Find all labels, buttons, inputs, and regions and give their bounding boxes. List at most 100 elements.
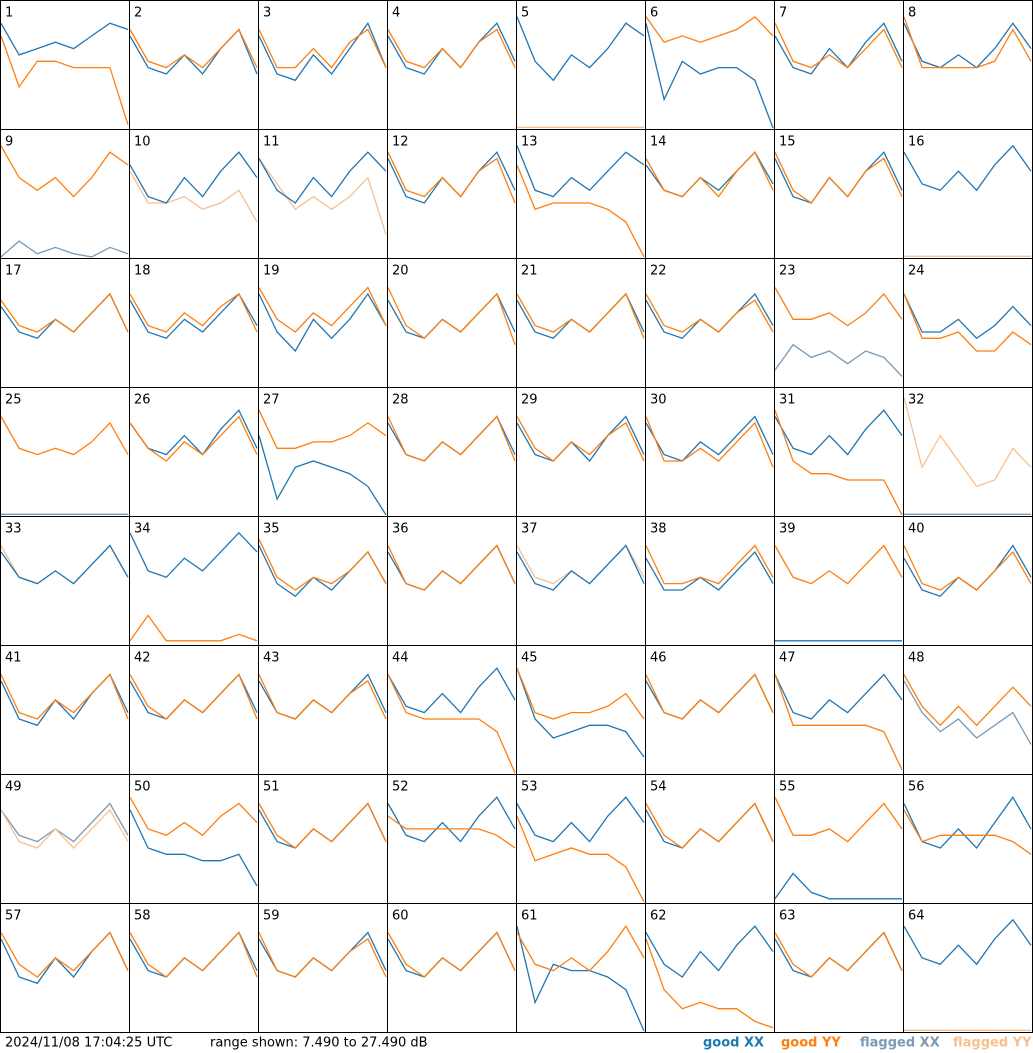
spectrum-yy: [129, 673, 258, 720]
panel-label: 6: [650, 6, 658, 21]
panel-label: 35: [263, 522, 280, 537]
spectrum-yy: [129, 292, 258, 333]
panel-label: 7: [779, 6, 787, 21]
spectrum-yy: [129, 931, 258, 978]
spectrum-yy: [903, 16, 1032, 69]
spectrum-yy: [387, 415, 516, 462]
spectrum-yy: [129, 28, 258, 69]
legend-entry: good XX: [703, 1036, 764, 1051]
spectrum-xx: [645, 925, 774, 978]
spectrum-xx: [903, 680, 1032, 745]
spectrum-yy: [0, 35, 129, 125]
spectrum-xx: [774, 673, 903, 720]
spectrum-xx: [903, 795, 1032, 850]
panel-label: 50: [134, 780, 151, 795]
spectrum-yy: [645, 673, 774, 720]
panel-label: 48: [908, 651, 925, 666]
panel-label: 42: [134, 651, 151, 666]
panel-label: 52: [392, 780, 409, 795]
panel-label: 19: [263, 264, 280, 279]
spectrum-xx: [129, 151, 258, 204]
spectrum-yy: [774, 409, 903, 516]
panel-label: 24: [908, 264, 925, 279]
panel-label: 36: [392, 522, 409, 537]
panel-label: 45: [521, 651, 538, 666]
panel-label: 32: [908, 393, 925, 408]
panel-label: 13: [521, 135, 538, 150]
spectrum-yy: [903, 809, 1032, 855]
spectrum-yy: [774, 22, 903, 69]
spectrum-yy: [516, 164, 645, 258]
spectrum-yy: [516, 292, 645, 339]
panel-label: 26: [134, 393, 151, 408]
spectrum-yy: [258, 409, 387, 449]
spectrum-yy: [0, 145, 129, 198]
legend-entry: flagged YY: [953, 1036, 1032, 1051]
panel-label: 31: [779, 393, 796, 408]
spectrum-yy: [258, 932, 387, 978]
spectrum-xx: [645, 23, 774, 129]
panel-label: 37: [521, 522, 538, 537]
panel-label: 20: [392, 264, 409, 279]
panel-label: 43: [263, 651, 280, 666]
spectrum-xx: [903, 144, 1032, 192]
spectrum-xx: [258, 21, 387, 82]
panel-label: 18: [134, 264, 151, 279]
timestamp: 2024/11/08 17:04:25 UTC: [5, 1036, 172, 1051]
spectrum-yy: [516, 416, 645, 462]
panel-label: 39: [779, 522, 796, 537]
spectrum-xx: [0, 544, 129, 585]
panel-label: 12: [392, 135, 409, 150]
spectrum-yy: [0, 808, 129, 849]
panel-label: 23: [779, 264, 796, 279]
spectrum-xx: [516, 415, 645, 463]
spectrum-yy: [129, 796, 258, 837]
spectrum-xx: [645, 415, 774, 462]
panel-label: 54: [650, 780, 667, 795]
spectrum-yy: [258, 28, 387, 69]
panel-label: 5: [521, 6, 529, 21]
spectrum-xx: [258, 151, 387, 204]
spectrum-xx: [258, 435, 387, 516]
panel-label: 64: [908, 909, 925, 924]
spectrum-xx: [645, 550, 774, 591]
spectrum-yy: [0, 416, 129, 456]
spectrum-yy: [645, 802, 774, 849]
spectrum-yy: [645, 151, 774, 198]
panel-label: 34: [134, 522, 151, 537]
legend-entry: flagged XX: [860, 1036, 940, 1051]
spectrum-xx: [387, 796, 516, 843]
spectrum-xx: [516, 145, 645, 198]
spectrum-xx: [903, 293, 1032, 340]
panel-label: 10: [134, 135, 151, 150]
spectrum-xx: [516, 16, 645, 82]
spectrum-yy: [0, 292, 129, 333]
spectrum-yy: [0, 673, 129, 720]
panel-label: 1: [5, 6, 13, 21]
spectrum-yy: [774, 544, 903, 585]
spectrum-xx: [903, 22, 1032, 69]
spectrum-xx: [258, 292, 387, 353]
spectrum-yy: [129, 170, 258, 223]
spectrum-yy: [645, 15, 774, 43]
spectrum-yy: [774, 796, 903, 843]
panel-label: 22: [650, 264, 667, 279]
spectrum-yy: [645, 416, 774, 468]
panel-label: 58: [134, 909, 151, 924]
spectrum-yy: [903, 674, 1032, 727]
panel-label: 44: [392, 651, 409, 666]
panel-label: 11: [263, 135, 280, 150]
spectrum-yy: [645, 938, 774, 1029]
spectrum-xx: [0, 22, 129, 56]
spectrum-xx: [774, 409, 903, 456]
spectrum-yy: [516, 815, 645, 903]
spectrum-yy: [129, 415, 258, 462]
spectrum-yy: [774, 674, 903, 771]
panel-label: 17: [5, 264, 22, 279]
spectrum-yy: [387, 151, 516, 204]
spectrum-xx: [129, 292, 258, 340]
panel-label: 16: [908, 135, 925, 150]
spectrum-yy: [387, 544, 516, 591]
panel-label: 29: [521, 393, 538, 408]
